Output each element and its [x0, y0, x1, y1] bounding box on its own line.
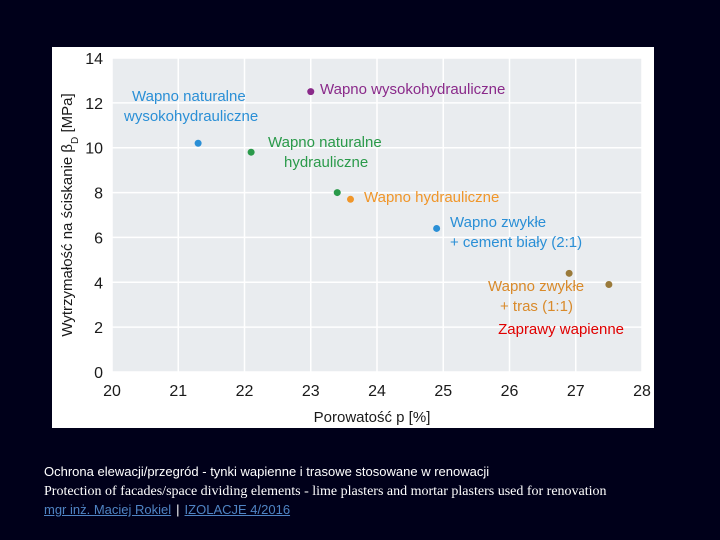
y-axis-label: Wytrzymałość na ściskanie βD [MPa] — [59, 93, 81, 336]
credits-separator: | — [176, 502, 180, 517]
annotation-label: Zaprawy wapienne — [498, 321, 624, 338]
x-tick-label: 20 — [103, 383, 121, 400]
series-label-6: Wapno zwykłe — [488, 278, 584, 295]
x-tick-label: 28 — [633, 383, 651, 400]
data-point-2 — [307, 88, 315, 96]
credits-line: mgr inż. Maciej Rokiel | IZOLACJE 4/2016 — [44, 502, 290, 517]
y-tick-label: 8 — [94, 186, 103, 203]
x-axis-label: Porowatość p [%] — [314, 409, 431, 426]
caption-polish: Ochrona elewacji/przegród - tynki wapien… — [44, 464, 490, 479]
series-label-1: Wapno naturalne — [132, 88, 246, 105]
data-point-6 — [605, 281, 613, 289]
y-tick-label: 14 — [85, 51, 103, 68]
series-label-6: + tras (1:1) — [500, 298, 573, 315]
chart-panel: 20 21 22 23 24 25 26 27 28 0 2 4 6 8 10 12 14 Porowatość … — [52, 47, 654, 428]
series-label-4: Wapno hydrauliczne — [364, 189, 499, 206]
x-tick-label: 26 — [501, 383, 519, 400]
series-label-2: Wapno wysokohydrauliczne — [320, 81, 505, 98]
data-point-4 — [347, 195, 354, 203]
y-tick-label: 2 — [94, 320, 103, 337]
x-tick-label: 27 — [567, 383, 585, 400]
porosity-strength-chart: 20 21 22 23 24 25 26 27 2802468101214Porowatość … — [59, 51, 651, 426]
data-point-5 — [433, 224, 441, 232]
source-link[interactable]: IZOLACJE 4/2016 — [184, 502, 291, 517]
series-label-1: wysokohydrauliczne — [123, 108, 258, 125]
data-point-3 — [333, 189, 341, 197]
y-tick-label: 10 — [85, 141, 103, 158]
caption-english: Protection of facades/space dividing ele… — [44, 484, 607, 499]
series-label-3: hydrauliczne — [284, 154, 368, 171]
x-tick-label: 23 — [302, 383, 320, 400]
x-tick-label: 25 — [434, 383, 452, 400]
y-tick-label: 6 — [94, 230, 103, 247]
y-tick-label: 12 — [85, 96, 103, 113]
x-tick-label: 24 — [368, 383, 386, 400]
x-tick-label: 22 — [236, 383, 254, 400]
series-label-5: + cement biały (2:1) — [450, 234, 582, 251]
data-point-1 — [194, 139, 202, 147]
data-point-3 — [247, 148, 255, 156]
series-label-3: Wapno naturalne — [268, 134, 382, 151]
series-label-5: Wapno zwykłe — [450, 214, 546, 231]
data-point-6 — [565, 269, 573, 277]
y-tick-label: 0 — [94, 365, 103, 382]
x-tick-label: 21 — [169, 383, 187, 400]
y-tick-label: 4 — [94, 275, 103, 292]
author-link[interactable]: mgr inż. Maciej Rokiel — [44, 502, 172, 517]
